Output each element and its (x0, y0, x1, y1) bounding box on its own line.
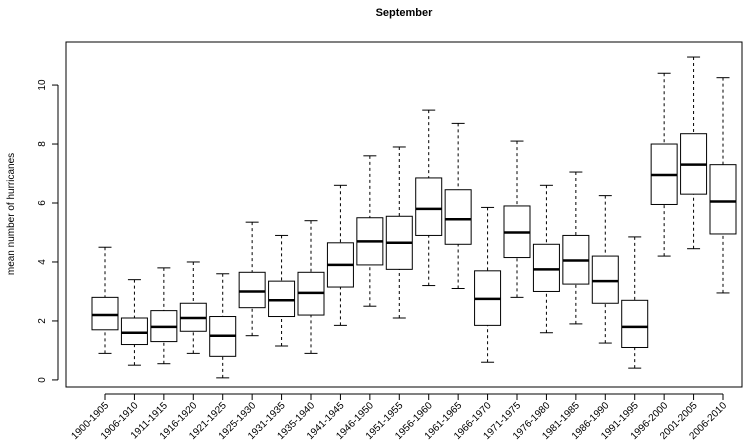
y-tick-label: 0 (37, 377, 48, 383)
y-tick-label: 8 (37, 141, 48, 147)
y-axis-label: mean number of hurricanes (6, 153, 17, 275)
box (532, 243, 560, 292)
box (591, 255, 619, 304)
chart-title: September (376, 7, 434, 19)
box (238, 271, 266, 309)
y-tick-label: 10 (37, 79, 48, 91)
box (415, 177, 443, 236)
plot-frame (65, 41, 743, 388)
box (444, 189, 472, 245)
box (268, 280, 296, 318)
y-tick-label: 4 (37, 259, 48, 265)
box (120, 317, 148, 346)
y-tick-label: 6 (37, 200, 48, 206)
y-tick-label: 2 (37, 318, 48, 324)
box (709, 164, 737, 235)
box (91, 296, 119, 331)
box (621, 299, 649, 348)
